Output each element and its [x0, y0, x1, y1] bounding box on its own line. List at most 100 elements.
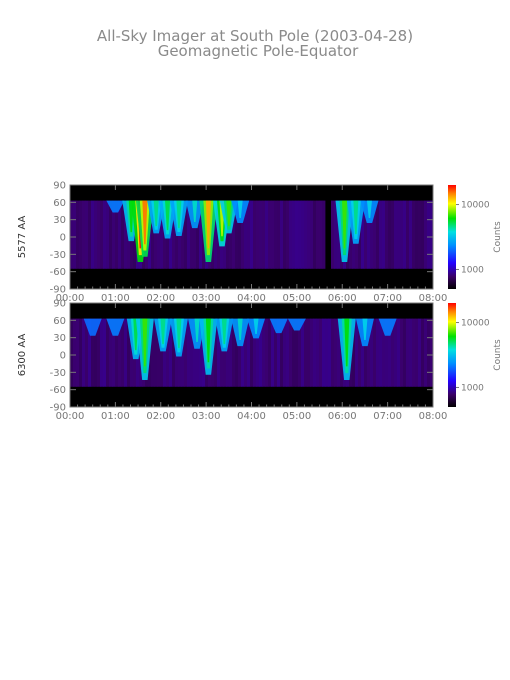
heatmap-cell [262, 200, 266, 269]
aurora-burst [169, 200, 188, 236]
heatmap-cell [361, 318, 365, 387]
heatmap-cell [256, 318, 260, 387]
y-axis-5577: 90 60 30 0 -30 -60 -90 [50, 181, 433, 296]
heatmap-cell [277, 318, 281, 387]
heatmap-cell [151, 318, 155, 387]
aurora-burst [231, 318, 250, 347]
x-tick-label: 00:00 [56, 411, 85, 422]
aurora-burst-layer [142, 200, 148, 245]
heatmap-cell [382, 200, 386, 269]
heatmap-cell [106, 318, 110, 387]
heatmap-cell [172, 200, 176, 269]
heatmap-cell [376, 200, 380, 269]
heatmap-cell [400, 200, 404, 269]
heatmap-cell [109, 200, 113, 269]
aurora-burst [355, 318, 374, 347]
heatmap-cell [418, 200, 422, 269]
heatmap-cell [244, 318, 248, 387]
heatmap-cell [403, 200, 407, 269]
heatmap-cell [355, 318, 359, 387]
heatmap-cell [220, 318, 224, 387]
heatmap-cell [115, 318, 119, 387]
y-axis-label-6300: 6300 AA [17, 334, 28, 377]
heatmap-cell [82, 318, 86, 387]
y-tick-label: 90 [53, 181, 66, 192]
y-tick-label: 30 [53, 215, 66, 226]
heatmap-cell [115, 200, 119, 269]
heatmap-cell [409, 200, 413, 269]
colorbar-tick-label: 10000 [461, 319, 490, 329]
heatmap-cell [313, 318, 317, 387]
heatmap-cell [277, 200, 281, 269]
x-tick-label: 08:00 [419, 411, 448, 422]
y-tick-label: -30 [50, 368, 66, 379]
aurora-burst-layer [153, 200, 159, 227]
panel-5577: 00:00 01:00 02:00 03:00 04:00 05:00 06:00 07:00… [17, 181, 503, 305]
heatmap-cell [307, 200, 311, 269]
heatmap-cell [352, 318, 356, 387]
heatmap-cell [373, 318, 377, 387]
heatmap-cell [415, 200, 419, 269]
colorbar-label-6300: Counts [493, 339, 503, 371]
heatmap-cell [187, 200, 191, 269]
heatmap-cell [274, 318, 278, 387]
heatmap-cell [130, 318, 134, 387]
heatmap-cell [313, 200, 317, 269]
aurora-burst [135, 200, 154, 257]
heatmap-cell [397, 200, 401, 269]
heatmap-cell [415, 318, 419, 387]
heatmap-cell [118, 318, 122, 387]
chart-subtitle: Geomagnetic Pole-Equator [158, 42, 359, 60]
heatmap-cell [241, 318, 245, 387]
heatmap-cell [310, 318, 314, 387]
heatmap-cell [370, 318, 374, 387]
chart-title: All-Sky Imager at South Pole (2003-04-28… [97, 27, 413, 45]
x-axis-6300: 00:00 01:00 02:00 03:00 04:00 05:00 06:00 07:00… [56, 303, 448, 422]
heatmap-cell [127, 318, 131, 387]
aurora-burst-layer [269, 318, 288, 334]
aurora-burst [335, 200, 354, 262]
heatmap-cell [184, 200, 188, 269]
heatmap-cell [337, 200, 341, 269]
heatmap-cell [184, 318, 188, 387]
heatmap-cell [427, 318, 431, 387]
heatmap-cell [361, 200, 365, 269]
heatmap-cell [199, 318, 203, 387]
aurora-burst-layer [83, 318, 102, 336]
aurora-burst [215, 318, 234, 352]
heatmap-cell [226, 200, 230, 269]
heatmap-cell [151, 200, 155, 269]
heatmap-cell [409, 318, 413, 387]
heatmap-cell [421, 200, 425, 269]
heatmap-cell [82, 200, 86, 269]
heatmap-cell [400, 318, 404, 387]
aurora-burst [106, 318, 125, 336]
aurora-burst-layer [205, 318, 211, 363]
heatmap-cell [373, 200, 377, 269]
heatmap-cell [223, 318, 227, 387]
heatmap-cell [97, 200, 101, 269]
aurora-burst-layer [287, 318, 306, 331]
heatmap-cell [325, 318, 329, 387]
colorbar-6300 [448, 303, 456, 407]
heatmap-cell [76, 200, 80, 269]
panel-6300: 00:00 01:00 02:00 03:00 04:00 05:00 06:00 07:00… [17, 299, 503, 423]
heatmap-cell [379, 200, 383, 269]
heatmap-cell [265, 318, 269, 387]
heatmap-cell [424, 200, 428, 269]
heatmap-cell [187, 318, 191, 387]
heatmap-cell [181, 318, 185, 387]
heatmap-cell [190, 200, 194, 269]
heatmap-cell [283, 318, 287, 387]
aurora-burst-layer [192, 200, 198, 223]
heatmap-cell [307, 318, 311, 387]
heatmap-cell [430, 318, 434, 387]
heatmap-cell [430, 200, 434, 269]
aurora-burst [185, 200, 204, 229]
heatmap-cell [169, 318, 173, 387]
y-tick-label: -90 [50, 285, 66, 296]
heatmap-cell [163, 318, 167, 387]
y-tick-label: 0 [60, 351, 66, 362]
aurora-burst-layer [194, 318, 200, 343]
